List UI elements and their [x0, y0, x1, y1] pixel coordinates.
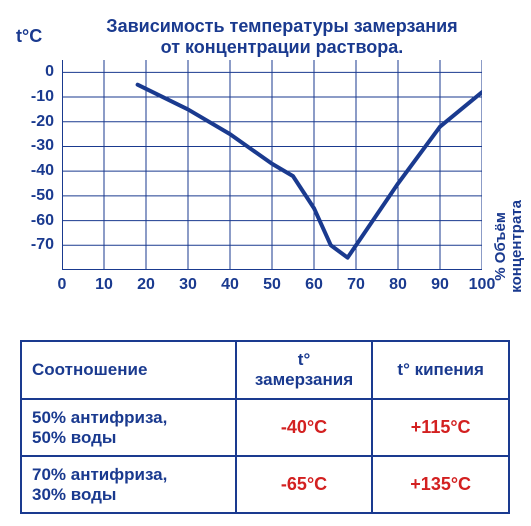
chart-svg	[62, 60, 482, 270]
cell-ratio: 50% антифриза, 50% воды	[21, 399, 236, 456]
y-axis-label: t°C	[16, 26, 42, 47]
x-tick-label: 60	[305, 276, 323, 294]
data-table-container: Соотношение t° замерзания t° кипения 50%…	[20, 340, 510, 514]
y-tick-label: -50	[16, 187, 54, 205]
chart-title: Зависимость температуры замерзания от ко…	[97, 16, 467, 57]
table-row: 50% антифриза, 50% воды -40°C +115°C	[21, 399, 509, 456]
table-header-row: Соотношение t° замерзания t° кипения	[21, 341, 509, 399]
header-freeze: t° замерзания	[236, 341, 373, 399]
x-tick-label: 90	[431, 276, 449, 294]
y-tick-label: -40	[16, 162, 54, 180]
plot-area: % Объём концентрата	[62, 60, 482, 270]
x-axis-label: % Объём концентрата	[493, 200, 525, 293]
y-tick-label: -60	[16, 212, 54, 230]
x-tick-label: 10	[95, 276, 113, 294]
ratio-line1: 50% антифриза,	[32, 408, 167, 427]
chart-title-line1: Зависимость температуры замерзания	[106, 16, 457, 36]
y-tick-label: -20	[16, 113, 54, 131]
header-boil: t° кипения	[372, 341, 509, 399]
y-ticks: 0 -10 -20 -30 -40 -50 -60 -70	[16, 56, 56, 272]
cell-freeze: -65°C	[236, 456, 373, 513]
x-tick-label: 80	[389, 276, 407, 294]
y-tick-label: 0	[16, 63, 54, 81]
x-axis-label-line2: концентрата	[507, 200, 524, 293]
cell-ratio: 70% антифриза, 30% воды	[21, 456, 236, 513]
y-tick-label: -10	[16, 88, 54, 106]
chart-container: t°C Зависимость температуры замерзания о…	[12, 12, 519, 312]
ratio-line2: 50% воды	[32, 428, 116, 447]
x-tick-label: 30	[179, 276, 197, 294]
x-tick-label: 0	[58, 276, 67, 294]
chart-title-line2: от концентрации раствора.	[161, 37, 404, 57]
x-tick-label: 100	[469, 276, 496, 294]
x-axis-label-line1: % Объём	[492, 212, 509, 281]
ratio-line1: 70% антифриза,	[32, 465, 167, 484]
y-tick-label: -70	[16, 236, 54, 254]
ratio-line2: 30% воды	[32, 485, 116, 504]
y-tick-label: -30	[16, 137, 54, 155]
x-tick-label: 20	[137, 276, 155, 294]
cell-boil: +135°C	[372, 456, 509, 513]
x-tick-label: 40	[221, 276, 239, 294]
header-ratio: Соотношение	[21, 341, 236, 399]
cell-boil: +115°C	[372, 399, 509, 456]
table-row: 70% антифриза, 30% воды -65°C +135°C	[21, 456, 509, 513]
x-tick-label: 50	[263, 276, 281, 294]
data-table: Соотношение t° замерзания t° кипения 50%…	[20, 340, 510, 514]
cell-freeze: -40°C	[236, 399, 373, 456]
x-tick-label: 70	[347, 276, 365, 294]
